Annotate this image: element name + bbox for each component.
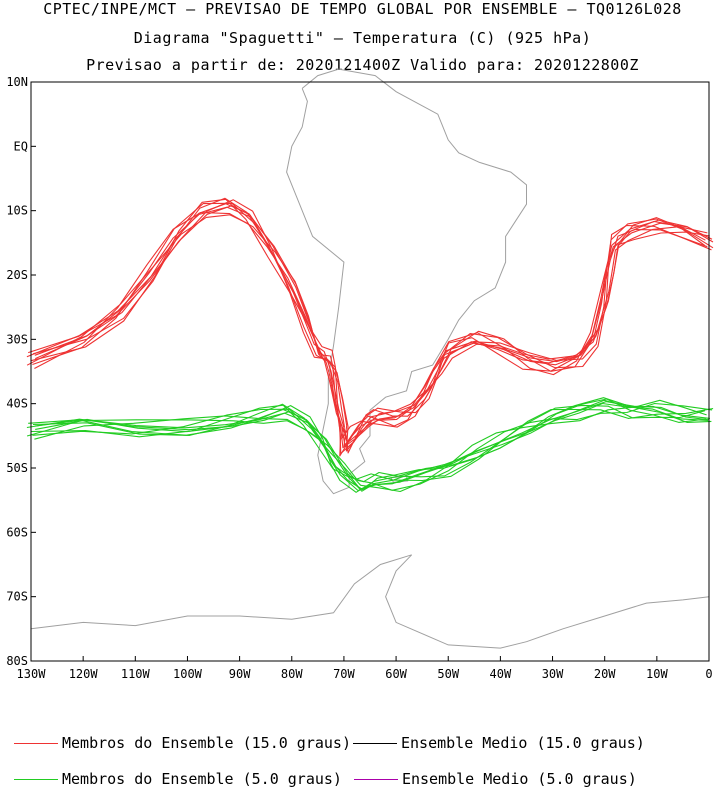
ensemble-member-line [34, 203, 714, 449]
ensemble-member-line [26, 401, 710, 492]
lon-tick-label: 130W [17, 667, 47, 681]
lon-tick-label: 110W [121, 667, 151, 681]
ensemble-member-line [30, 198, 712, 457]
lon-tick-label: 90W [229, 667, 251, 681]
ensemble-member-line [26, 205, 706, 447]
ensemble-member-line [28, 397, 712, 493]
lon-tick-label: 80W [281, 667, 303, 681]
lon-tick-label: 60W [385, 667, 407, 681]
lat-tick-label: 10S [6, 204, 28, 218]
ensemble-member-line [32, 407, 714, 482]
lon-tick-label: 30W [542, 667, 564, 681]
ensemble-member-line [34, 211, 710, 443]
ensemble-member-line [34, 399, 709, 492]
ensemble-member-line [26, 214, 708, 440]
legend-row-1: Membros do Ensemble (15.0 graus) Ensembl… [14, 734, 645, 752]
land-outlines [30, 68, 710, 649]
lon-tick-label: 10W [646, 667, 668, 681]
map-frame [30, 81, 710, 662]
lat-tick-label: 10N [6, 75, 28, 89]
legend-label-cold-mean: Ensemble Medio (5.0 graus) [401, 770, 637, 788]
header-title-line1: CPTEC/INPE/MCT — PREVISAO DE TEMPO GLOBA… [43, 0, 682, 18]
lon-tick-label: 50W [437, 667, 459, 681]
legend-label-warm-mean: Ensemble Medio (15.0 graus) [400, 734, 645, 752]
south-america-outline [286, 68, 527, 495]
legend-swatch-cold-mean [353, 778, 398, 780]
lon-tick-label: 40W [490, 667, 512, 681]
cold-ensemble-members [26, 397, 714, 493]
ensemble-member-line [26, 399, 707, 493]
header-title-line3: Previsao a partir de: 2020121400Z Valido… [86, 56, 639, 74]
lon-tick-label: 20W [594, 667, 616, 681]
legend-row-2: Membros do Ensemble (5.0 graus) Ensemble… [14, 770, 637, 788]
lat-tick-label: 20S [6, 268, 28, 282]
lon-tick-label: 70W [333, 667, 355, 681]
lat-tick-label: 70S [6, 590, 28, 604]
lon-tick-label: 120W [69, 667, 99, 681]
ensemble-member-line [32, 202, 708, 454]
lat-tick-label: 80S [6, 654, 28, 668]
warm-ensemble-members [26, 197, 714, 457]
legend-swatch-cold-members [14, 778, 58, 780]
antarctica-outline [30, 554, 710, 649]
lat-tick-label: 40S [6, 397, 28, 411]
legend-label-warm-members: Membros do Ensemble (15.0 graus) [62, 734, 351, 752]
ensemble-member-line [32, 398, 706, 491]
legend-swatch-warm-mean [352, 742, 397, 744]
legend-label-cold-members: Membros do Ensemble (5.0 graus) [62, 770, 342, 788]
header-title-line2: Diagrama "Spaguetti" — Temperatura (C) (… [133, 29, 592, 47]
lat-tick-label: 50S [6, 461, 28, 475]
lon-tick-label: 100W [173, 667, 203, 681]
lat-tick-label: 60S [6, 525, 28, 539]
lat-tick-label: EQ [14, 139, 28, 153]
ensemble-member-line [30, 404, 706, 483]
legend-swatch-warm-members [14, 742, 58, 744]
lon-tick-label: 0 [705, 667, 712, 681]
lat-tick-label: 30S [6, 332, 28, 346]
